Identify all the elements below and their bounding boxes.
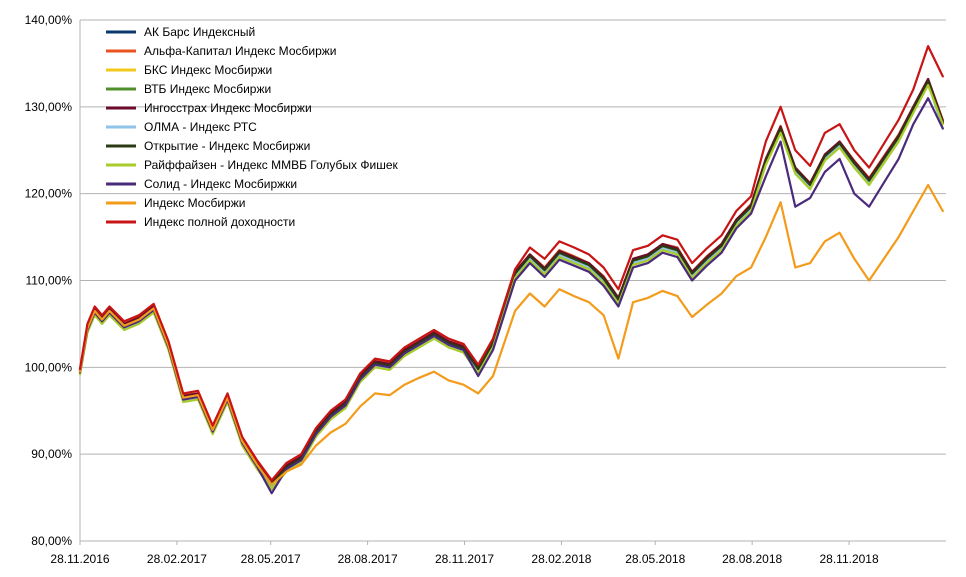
series-line-11 (78, 44, 944, 482)
legend-entry: Солид - Индекс Мосбиржки (144, 177, 297, 191)
x-tick-label: 28.08.2017 (338, 552, 398, 566)
series-lines (78, 44, 944, 495)
grid-lines (80, 19, 946, 542)
y-tick-label: 120,00% (25, 187, 73, 201)
legend-entry: БКС Индекс Мосбиржи (144, 63, 272, 77)
series-line-8 (78, 83, 944, 490)
series-line-9 (78, 97, 944, 495)
legend: АК Барс Индексный Альфа-Капитал Индекс Мо… (106, 25, 398, 229)
axes: 80,00% 90,00% 100,00% 110,00% 120,00% 130,00%… (25, 13, 946, 566)
y-tick-label: 110,00% (26, 274, 73, 288)
legend-entry: Индекс Мосбиржи (144, 196, 245, 210)
legend-entry: Ингосстрах Индекс Мосбиржи (144, 101, 312, 115)
y-tick-label: 90,00% (31, 447, 72, 461)
x-tick-label: 28.02.2018 (531, 552, 591, 566)
x-tick-label: 28.11.2018 (819, 552, 878, 566)
x-tick-label: 28.05.2017 (241, 552, 301, 566)
x-tick-label: 28.11.2016 (50, 552, 109, 566)
x-tick-label: 28.11.2017 (435, 552, 494, 566)
x-tick-label: 28.05.2018 (625, 552, 685, 566)
legend-entry: АК Барс Индексный (144, 25, 255, 39)
legend-entry: Индекс полной доходности (144, 215, 295, 229)
series-line-10 (78, 183, 944, 486)
x-tick-label: 28.08.2018 (722, 552, 782, 566)
x-tick-label: 28.02.2017 (147, 552, 207, 566)
legend-entry: ОЛМА - Индекс РТС (144, 120, 257, 134)
legend-entry: Райффайзен - Индекс ММВБ Голубых Фишек (144, 158, 398, 172)
y-tick-label: 80,00% (31, 534, 72, 548)
legend-entry: Альфа-Капитал Индекс Мосбиржи (144, 44, 336, 58)
legend-entry: Открытие - Индекс Мосбиржи (144, 139, 310, 153)
y-tick-label: 100,00% (25, 360, 73, 374)
legend-entry: ВТБ Индекс Мосбиржи (144, 82, 271, 96)
y-tick-label: 140,00% (25, 13, 73, 27)
y-tick-label: 130,00% (25, 100, 73, 114)
